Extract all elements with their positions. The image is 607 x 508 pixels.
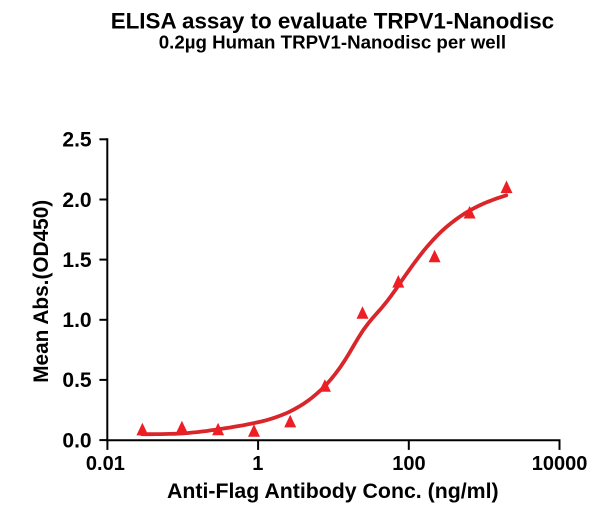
svg-text:0.01: 0.01 — [86, 453, 125, 475]
svg-text:1: 1 — [252, 453, 263, 475]
svg-text:ELISA assay to evaluate TRPV1-: ELISA assay to evaluate TRPV1-Nanodisc — [111, 9, 554, 34]
svg-text:1.0: 1.0 — [62, 309, 91, 332]
svg-text:100: 100 — [392, 453, 425, 475]
svg-text:Mean Abs.(OD450): Mean Abs.(OD450) — [30, 200, 53, 383]
svg-text:1.5: 1.5 — [62, 249, 92, 272]
svg-text:0.0: 0.0 — [62, 429, 91, 452]
svg-text:10000: 10000 — [532, 453, 588, 475]
svg-text:2.0: 2.0 — [62, 189, 91, 212]
svg-text:0.5: 0.5 — [62, 369, 92, 392]
svg-text:0.2µg Human TRPV1-Nanodisc per: 0.2µg Human TRPV1-Nanodisc per well — [159, 32, 506, 53]
svg-text:2.5: 2.5 — [62, 129, 92, 152]
svg-text:Anti-Flag Antibody Conc. (ng/m: Anti-Flag Antibody Conc. (ng/ml) — [167, 479, 499, 503]
